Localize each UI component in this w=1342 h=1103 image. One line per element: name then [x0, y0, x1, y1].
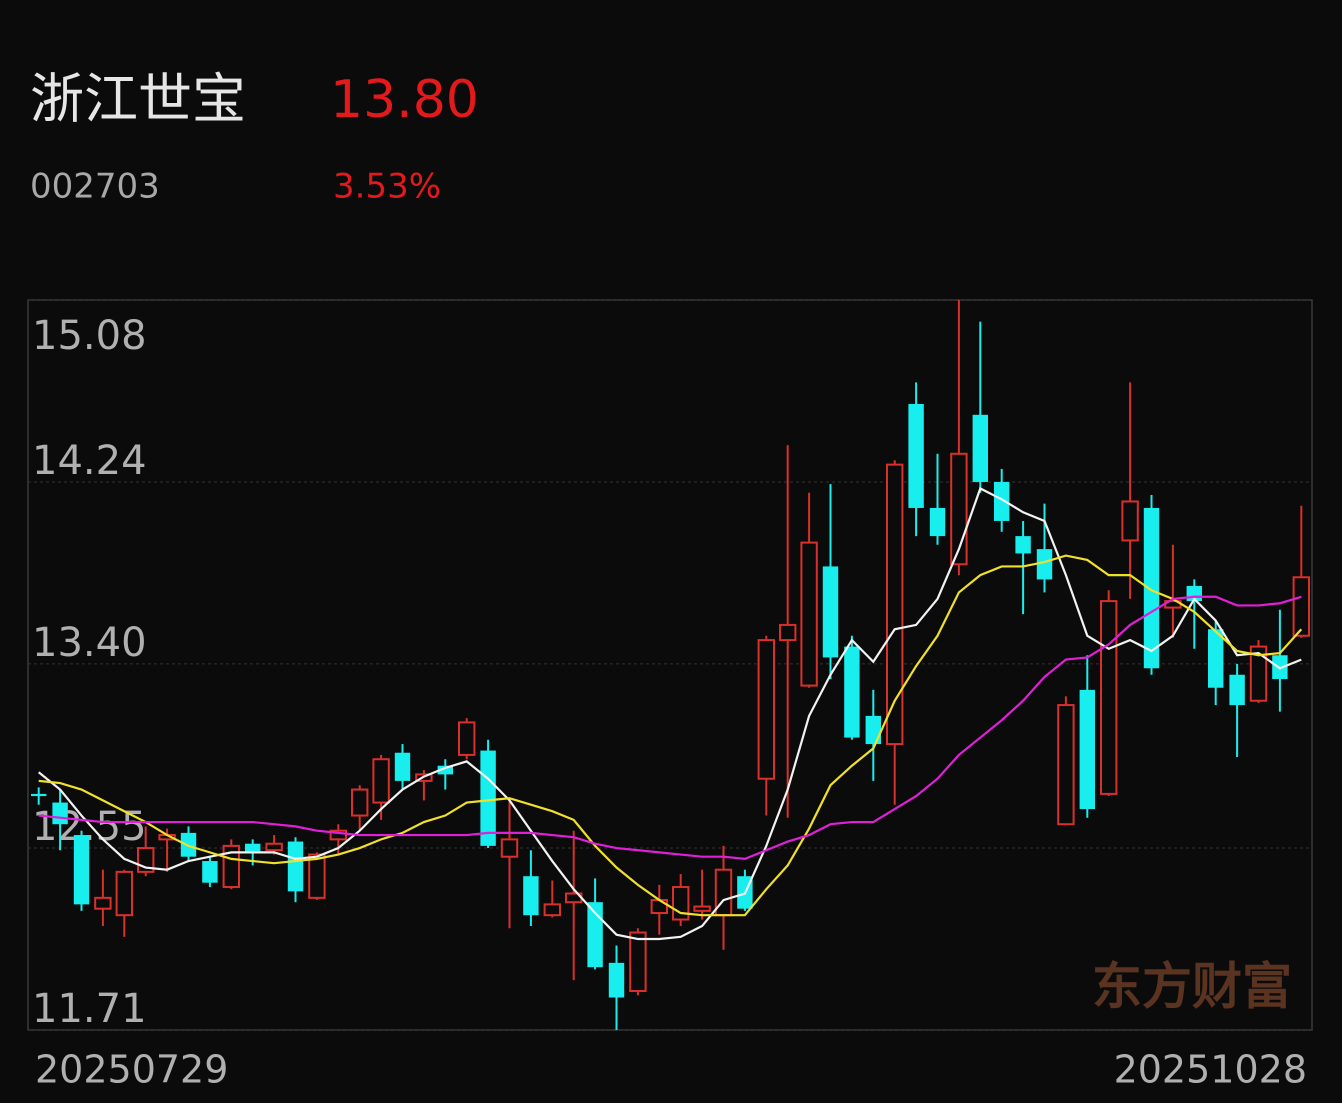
candle-body [1229, 674, 1245, 706]
candle-body [972, 414, 989, 482]
x-tick-label: 20250729 [35, 1048, 228, 1092]
candle-body [993, 481, 1010, 521]
candle-body [372, 758, 390, 804]
candle-body [608, 962, 625, 998]
candle-body [929, 507, 946, 537]
candle-body [1121, 500, 1139, 542]
candle-body [822, 566, 839, 658]
y-tick-label: 11.71 [32, 986, 147, 1032]
candle-body [1249, 645, 1268, 702]
candle-body [1015, 536, 1031, 554]
stock-change: 3.53% [333, 167, 441, 207]
candle-body [202, 861, 218, 883]
stock-price: 13.80 [330, 70, 479, 130]
candle-body [500, 838, 519, 858]
candle-body [480, 750, 496, 846]
candle-body [757, 639, 776, 780]
candle-body [457, 721, 476, 756]
candle-body [1207, 629, 1224, 688]
candle-body [885, 463, 904, 746]
candle-body [800, 541, 818, 687]
candle-body [1057, 704, 1075, 826]
candle-body [94, 896, 112, 910]
moving-average-line [38, 595, 1302, 860]
y-tick-label: 14.24 [32, 438, 147, 484]
candle-body [1099, 600, 1118, 795]
candle-body [523, 876, 539, 916]
candle-body [222, 844, 241, 889]
x-tick-label: 20251028 [1114, 1048, 1307, 1092]
y-tick-label: 12.55 [32, 804, 147, 850]
stock-name: 浙江世宝 [30, 68, 246, 131]
candle-body [650, 899, 669, 915]
candle-body [844, 646, 860, 738]
candle-body [73, 835, 90, 905]
candle-body [244, 843, 261, 853]
candle-body [1143, 507, 1160, 669]
moving-average-line [38, 486, 1302, 941]
candle-body [394, 752, 411, 781]
y-tick-label: 15.08 [32, 313, 147, 359]
candle-body [115, 870, 134, 917]
candle-body [1036, 549, 1053, 580]
candle-body [543, 903, 562, 917]
watermark: 东方财富 [1092, 958, 1292, 1016]
candle-body [778, 623, 797, 642]
candle-body [714, 868, 733, 917]
candle-body [908, 403, 924, 508]
moving-average-line [38, 554, 1303, 917]
candle-body [1292, 576, 1311, 637]
y-tick-label: 13.40 [32, 620, 147, 666]
candle-body [265, 842, 283, 852]
candle-body [865, 715, 882, 745]
stock-code: 002703 [30, 167, 160, 207]
candle-body [693, 905, 711, 912]
candle-body [30, 793, 47, 797]
candle-body [287, 841, 304, 892]
candle-body [308, 853, 326, 899]
candle-body [437, 765, 454, 775]
candle-body [629, 931, 647, 993]
candle-body [1079, 689, 1096, 810]
candle-body [329, 829, 348, 841]
candle-body [350, 788, 369, 817]
candle-body [52, 802, 68, 825]
